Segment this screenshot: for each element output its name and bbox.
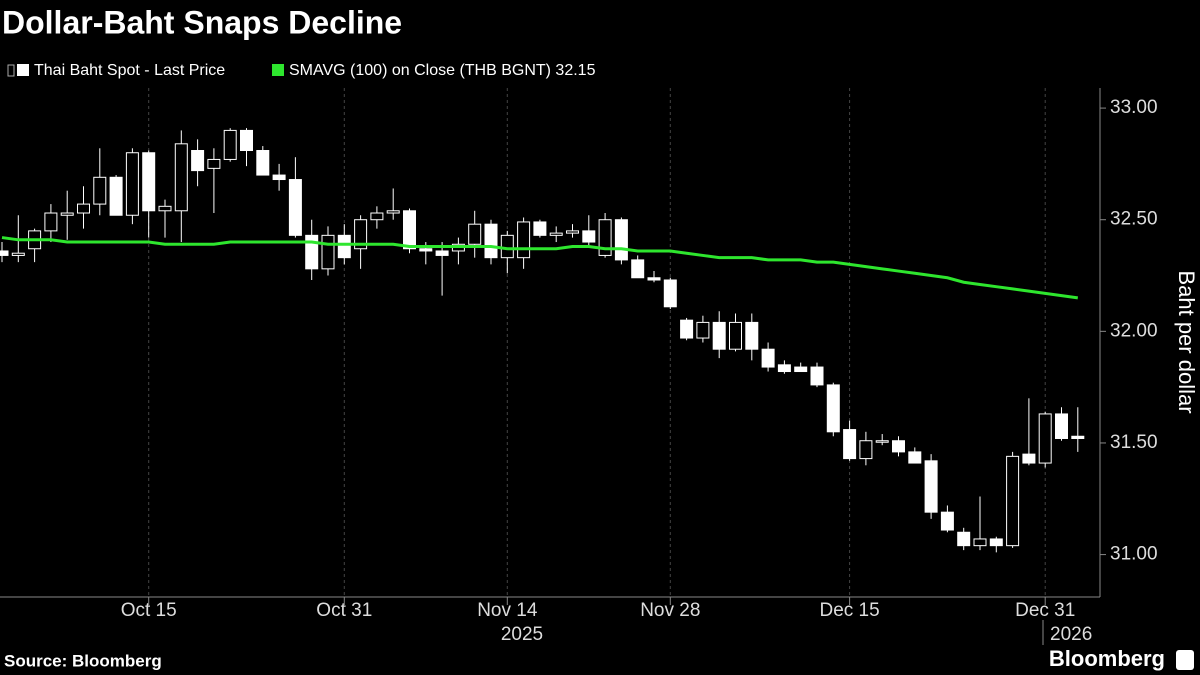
candle-body: [549, 232, 563, 236]
candle-body: [940, 511, 954, 531]
candle-body: [370, 212, 384, 221]
y-tick-label: 31.50: [1110, 432, 1158, 453]
y-tick-label: 32.00: [1110, 320, 1158, 341]
y-tick-label: 32.50: [1110, 209, 1158, 230]
candle-body: [517, 221, 531, 259]
candle-body: [500, 234, 514, 259]
x-tick-label: Dec 31: [1015, 600, 1075, 621]
candle-body: [484, 223, 498, 259]
candle-body: [1038, 413, 1052, 464]
candle-body: [256, 150, 270, 176]
legend-label: SMAVG (100) on Close (THB BGNT) 32.15: [289, 62, 596, 79]
candle-body: [777, 364, 791, 373]
candle-body: [957, 531, 971, 547]
candle-body: [712, 321, 726, 350]
candle-body: [566, 230, 579, 234]
year-label: 2026: [1050, 624, 1092, 645]
candle-body: [468, 223, 482, 245]
candle-body: [647, 277, 661, 281]
sma-line: [1, 236, 1079, 300]
candle-body: [321, 234, 335, 270]
candle-body: [93, 176, 107, 205]
y-tick-label: 31.00: [1110, 544, 1158, 565]
candle-body: [272, 174, 286, 181]
legend-swatch: [17, 64, 29, 76]
candle-body: [109, 176, 123, 216]
candle-body: [631, 259, 645, 279]
candle-body: [1071, 435, 1085, 439]
y-axis-title: Baht per dollar: [1174, 270, 1199, 413]
candle-body: [223, 129, 237, 160]
candle-body: [44, 212, 58, 232]
x-tick-label: Nov 28: [640, 600, 700, 621]
candle-body: [419, 248, 433, 252]
candle-body: [174, 143, 188, 212]
x-tick-label: Dec 15: [819, 600, 879, 621]
candle-body: [60, 212, 74, 216]
candle-body: [158, 205, 172, 212]
candle-body: [288, 179, 302, 236]
candle-body: [696, 321, 710, 339]
legend-label: Thai Baht Spot - Last Price: [34, 62, 225, 79]
year-label: 2025: [501, 624, 543, 645]
candle-body: [435, 250, 449, 256]
candle-body: [892, 440, 905, 453]
candle-body: [810, 366, 824, 386]
candle-body: [77, 203, 90, 214]
candle-body: [386, 210, 400, 214]
candle-body: [240, 129, 253, 152]
candle-body: [794, 366, 808, 373]
candle-body: [403, 210, 416, 250]
candle-body: [354, 219, 368, 250]
candle-body: [207, 158, 221, 169]
candle-body: [142, 152, 156, 212]
candle-body: [614, 219, 628, 261]
candle-body: [582, 230, 596, 243]
candle-body: [908, 451, 922, 464]
candle-body: [680, 319, 694, 339]
candle-body: [1022, 453, 1036, 464]
source: Source: Bloomberg: [4, 651, 162, 670]
candle-body: [337, 234, 351, 259]
candle-body: [745, 321, 759, 350]
candle-body: [125, 152, 139, 216]
candle-body: [663, 279, 677, 308]
candle-body: [826, 384, 840, 433]
candle-body: [598, 219, 612, 256]
candle-body: [875, 440, 889, 443]
candle-body: [11, 252, 25, 256]
chart-title: Dollar-Baht Snaps Decline: [2, 4, 402, 40]
x-tick-label: Oct 31: [316, 600, 372, 621]
candle-body: [729, 321, 742, 350]
candle-body: [1006, 455, 1020, 547]
y-tick-label: 33.00: [1110, 97, 1158, 118]
x-tick-label: Oct 15: [121, 600, 177, 621]
candle-body: [305, 234, 319, 270]
candle-body: [1055, 413, 1068, 439]
brand-icon: [1176, 650, 1194, 670]
candle-body: [973, 538, 987, 547]
candle-body: [761, 348, 775, 368]
candle-body: [859, 440, 873, 460]
candle-body: [0, 250, 9, 256]
candle-body: [924, 460, 938, 513]
candle-body: [843, 429, 857, 460]
candle-body: [191, 150, 205, 172]
x-tick-label: Nov 14: [477, 600, 538, 621]
candle-body: [989, 538, 1003, 547]
legend-swatch: [7, 64, 15, 77]
brand: Bloomberg: [1049, 646, 1165, 671]
candle-body: [533, 221, 547, 236]
legend-swatch: [272, 64, 284, 76]
